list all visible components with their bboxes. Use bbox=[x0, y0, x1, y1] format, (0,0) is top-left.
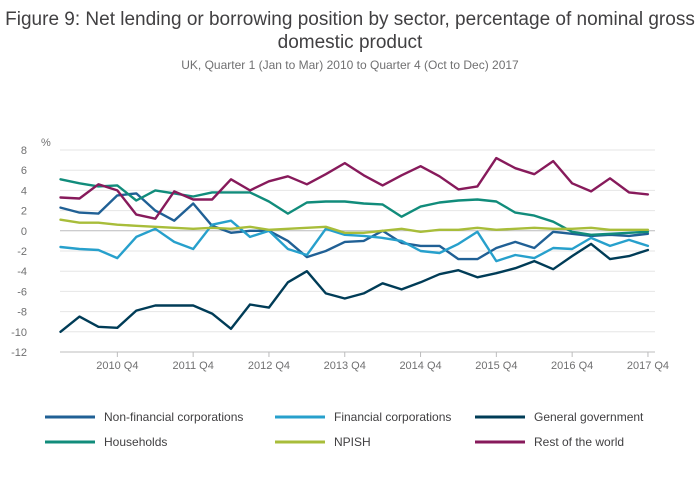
axes: 8 6 4 2 0 -2 -4 -6 -8 -10 -12 2010 Q4 2011 Q4 2012 Q4… bbox=[11, 145, 669, 372]
series-lines bbox=[59, 156, 650, 333]
y-tick-label: -2 bbox=[17, 246, 27, 258]
legend-label: NPISH bbox=[334, 435, 371, 449]
series-line-npish[interactable] bbox=[59, 218, 650, 235]
y-tick-label: -4 bbox=[17, 266, 27, 278]
y-tick-label: -6 bbox=[17, 286, 27, 298]
y-tick-label: 4 bbox=[21, 185, 27, 197]
x-tick-label: 2013 Q4 bbox=[324, 360, 366, 372]
legend: Non-financial corporations Financial corp… bbox=[45, 410, 644, 449]
y-tick-label: 8 bbox=[21, 145, 27, 157]
x-tick-label: 2012 Q4 bbox=[248, 360, 290, 372]
series-line-general-government[interactable] bbox=[59, 242, 650, 333]
legend-item[interactable]: Rest of the world bbox=[475, 435, 624, 449]
x-tick-label: 2017 Q4 bbox=[627, 360, 669, 372]
x-tick-label: 2010 Q4 bbox=[96, 360, 138, 372]
x-tick-label: 2016 Q4 bbox=[551, 360, 593, 372]
legend-item[interactable]: NPISH bbox=[275, 435, 371, 449]
y-tick-label: -10 bbox=[11, 327, 27, 339]
x-tick-label: 2011 Q4 bbox=[172, 360, 213, 372]
legend-item[interactable]: Financial corporations bbox=[275, 410, 451, 424]
legend-label: General government bbox=[534, 410, 644, 424]
y-tick-label: -12 bbox=[11, 347, 27, 359]
y-tick-label: 6 bbox=[21, 165, 27, 177]
legend-item[interactable]: Households bbox=[45, 435, 167, 449]
y-tick-label: -8 bbox=[17, 307, 27, 319]
legend-item[interactable]: General government bbox=[475, 410, 644, 424]
legend-label: Rest of the world bbox=[534, 435, 624, 449]
x-tick-label: 2015 Q4 bbox=[475, 360, 517, 372]
legend-item[interactable]: Non-financial corporations bbox=[45, 410, 243, 424]
y-tick-label: 0 bbox=[21, 226, 27, 238]
x-tick-label: 2014 Q4 bbox=[399, 360, 441, 372]
chart-subtitle: UK, Quarter 1 (Jan to Mar) 2010 to Quart… bbox=[181, 58, 519, 72]
legend-label: Financial corporations bbox=[334, 410, 451, 424]
y-tick-label: 2 bbox=[21, 206, 27, 218]
series-line-rest-of-the-world[interactable] bbox=[59, 156, 650, 220]
grid-lines bbox=[60, 149, 655, 353]
series-line-financial-corporations[interactable] bbox=[59, 219, 650, 263]
y-axis-label: % bbox=[41, 137, 51, 149]
legend-label: Households bbox=[104, 435, 167, 449]
series-line-households[interactable] bbox=[59, 178, 650, 237]
legend-label: Non-financial corporations bbox=[104, 410, 243, 424]
chart-title: Figure 9: Net lending or borrowing posit… bbox=[5, 9, 695, 53]
